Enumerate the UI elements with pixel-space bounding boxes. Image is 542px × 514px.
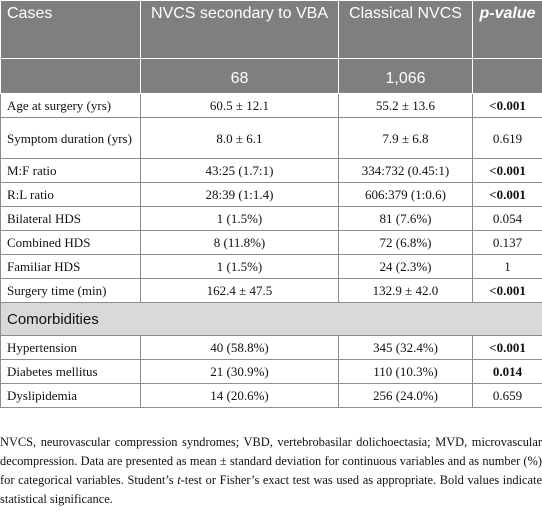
row-vba: 43:25 (1.7:1) [140,158,339,183]
row-label: Hypertension [0,335,141,360]
row-classical: 81 (7.6%) [338,206,473,231]
header-count-blank [0,58,141,94]
row-classical: 24 (2.3%) [338,254,473,279]
table-row: Diabetes mellitus 21 (30.9%) 110 (10.3%)… [0,359,542,384]
table-row: Symptom duration (yrs) 8.0 ± 6.1 7.9 ± 6… [0,117,542,159]
header-n-classical: 1,066 [338,58,473,94]
row-p: <0.001 [472,93,542,118]
row-vba: 1 (1.5%) [140,254,339,279]
row-p: <0.001 [472,158,542,183]
statistics-table: Cases NVCS secondary to VBA Classical NV… [0,0,542,408]
row-p: <0.001 [472,182,542,207]
row-vba: 1 (1.5%) [140,206,339,231]
row-vba: 60.5 ± 12.1 [140,93,339,118]
table-row: R:L ratio 28:39 (1:1.4) 606:379 (1:0.6) … [0,182,542,207]
row-p: 0.619 [472,117,542,159]
footnote-t-italic: t [177,473,181,487]
row-classical: 606:379 (1:0.6) [338,182,473,207]
row-label: Familiar HDS [0,254,141,279]
row-label: Age at surgery (yrs) [0,93,141,118]
row-vba: 14 (20.6%) [140,383,339,408]
header-classical: Classical NVCS [338,0,473,59]
table-row: M:F ratio 43:25 (1.7:1) 334:732 (0.45:1)… [0,158,542,183]
row-p: 0.659 [472,383,542,408]
header-count-row: 68 1,066 [0,58,542,94]
row-classical: 132.9 ± 42.0 [338,278,473,303]
section-row: Comorbidities [0,302,542,336]
row-classical: 110 (10.3%) [338,359,473,384]
table-row: Dyslipidemia 14 (20.6%) 256 (24.0%) 0.65… [0,383,542,408]
table-footnote: NVCS, neurovascular compression syndrome… [0,433,542,509]
row-vba: 21 (30.9%) [140,359,339,384]
row-classical: 7.9 ± 6.8 [338,117,473,159]
row-label: Bilateral HDS [0,206,141,231]
row-p: <0.001 [472,335,542,360]
table-row: Age at surgery (yrs) 60.5 ± 12.1 55.2 ± … [0,93,542,118]
row-vba: 40 (58.8%) [140,335,339,360]
table-row: Hypertension 40 (58.8%) 345 (32.4%) <0.0… [0,335,542,360]
header-n-vba: 68 [140,58,339,94]
row-classical: 256 (24.0%) [338,383,473,408]
header-p-value: p-value [472,0,542,59]
table-row: Bilateral HDS 1 (1.5%) 81 (7.6%) 0.054 [0,206,542,231]
row-vba: 162.4 ± 47.5 [140,278,339,303]
row-classical: 334:732 (0.45:1) [338,158,473,183]
row-label: Surgery time (min) [0,278,141,303]
row-p: 0.137 [472,230,542,255]
table-row: Familiar HDS 1 (1.5%) 24 (2.3%) 1 [0,254,542,279]
row-label: Dyslipidemia [0,383,141,408]
footnote-text-2: -test or Fisher’s exact test was used as… [0,473,542,506]
row-classical: 72 (6.8%) [338,230,473,255]
header-p-value-text: p-value [479,5,536,22]
row-classical: 55.2 ± 13.6 [338,93,473,118]
row-vba: 28:39 (1:1.4) [140,182,339,207]
row-label: M:F ratio [0,158,141,183]
row-p: 0.014 [472,359,542,384]
header-vba: NVCS secondary to VBA [140,0,339,59]
footnote-text-1: NVCS, neurovascular compression syndrome… [0,435,542,487]
header-row: Cases NVCS secondary to VBA Classical NV… [0,0,542,59]
row-p: 1 [472,254,542,279]
row-label: Symptom duration (yrs) [0,117,141,159]
row-label: R:L ratio [0,182,141,207]
row-vba: 8 (11.8%) [140,230,339,255]
section-comorbidities: Comorbidities [0,302,542,336]
row-p: 0.054 [472,206,542,231]
header-cases: Cases [0,0,141,59]
row-vba: 8.0 ± 6.1 [140,117,339,159]
row-classical: 345 (32.4%) [338,335,473,360]
row-p: <0.001 [472,278,542,303]
row-label: Combined HDS [0,230,141,255]
table-row: Surgery time (min) 162.4 ± 47.5 132.9 ± … [0,278,542,303]
row-label: Diabetes mellitus [0,359,141,384]
header-count-blank-p [472,58,542,94]
table-row: Combined HDS 8 (11.8%) 72 (6.8%) 0.137 [0,230,542,255]
